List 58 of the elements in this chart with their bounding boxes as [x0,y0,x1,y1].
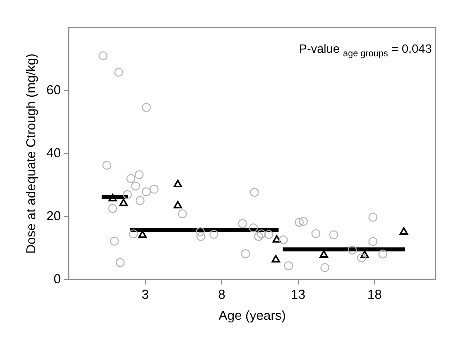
point [360,250,370,258]
point [120,198,128,206]
point [257,230,266,239]
x-tick-label: 3 [142,287,150,302]
point [272,235,282,243]
y-tick-label: 20 [46,208,62,224]
x-tick-label: 18 [368,287,382,302]
point [400,228,408,236]
point [196,227,206,236]
y-axis-title: Dose at adequate Ctrough (mg/kg) [23,54,38,254]
point [102,161,112,170]
point [320,263,330,272]
point [150,184,159,194]
point [136,196,145,206]
point [254,232,264,242]
point [123,190,132,200]
point [368,212,378,222]
point [126,174,136,184]
point [330,230,339,240]
point [241,249,250,258]
point [131,182,140,191]
y-tick-label: 40 [46,145,62,160]
point [174,201,182,209]
point [108,194,118,202]
point [98,52,108,61]
annotation: P-value $_{age groups}$ = 0.043 [299,42,432,58]
point [249,224,258,233]
point [210,230,219,239]
x-tick-label: 8 [218,287,226,302]
point [357,254,366,263]
point [238,219,248,228]
point [272,255,280,263]
point [320,250,328,258]
point [178,210,188,219]
y-tick-label: 60 [46,82,62,98]
point [312,229,321,238]
point [129,230,138,239]
point [299,217,308,226]
point [134,170,144,180]
y-tick-label: 0 [54,271,62,286]
point [279,236,288,245]
point [174,180,182,188]
point [264,230,274,240]
point [110,236,120,246]
point [368,237,378,246]
x-axis-title: Age (years) [218,308,286,323]
point [284,261,294,270]
point [142,103,152,112]
point [378,250,388,259]
point [108,204,118,214]
x-tick-label: 13 [291,287,306,302]
point [142,187,152,196]
point [348,246,358,255]
point [294,218,304,228]
point [114,68,124,77]
point [116,258,125,268]
point [196,232,206,242]
point [250,188,260,198]
